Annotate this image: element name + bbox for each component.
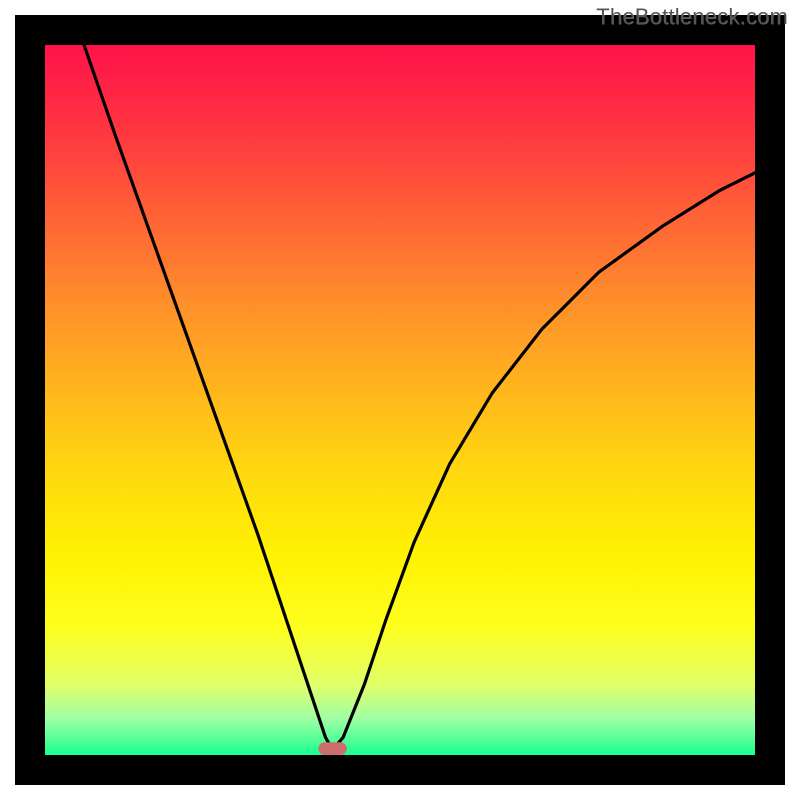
watermark-text: TheBottleneck.com — [596, 4, 788, 30]
chart-svg — [0, 0, 800, 800]
optimal-marker — [318, 742, 346, 755]
bottleneck-chart: TheBottleneck.com — [0, 0, 800, 800]
gradient-background — [45, 45, 755, 755]
